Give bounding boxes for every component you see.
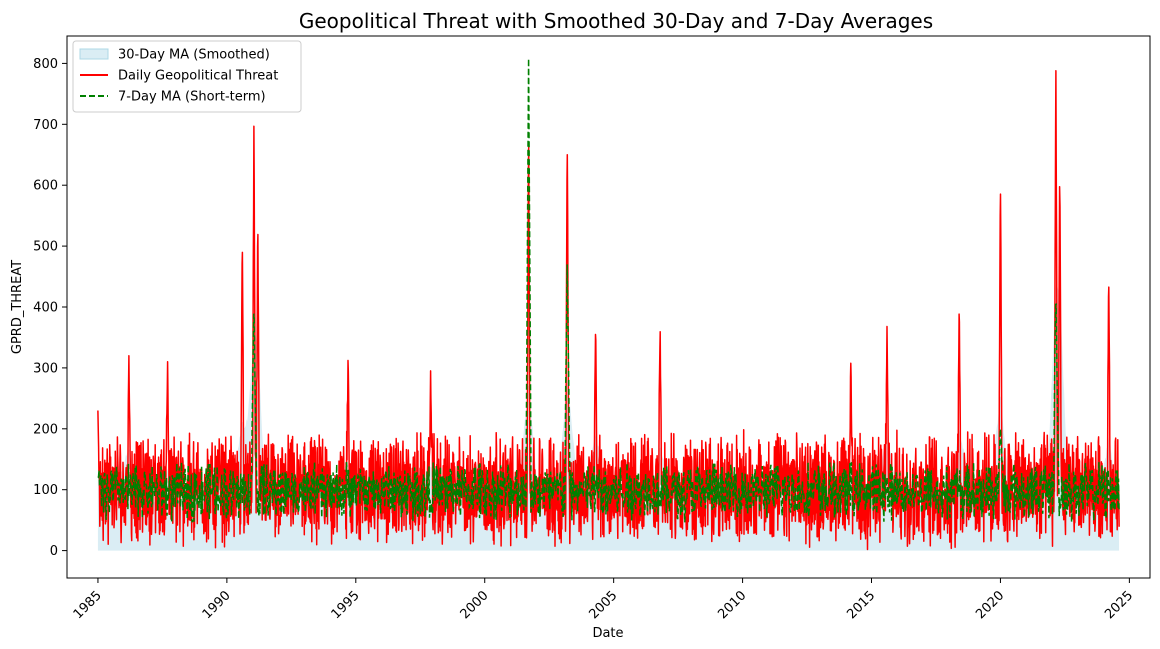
y-tick-label: 0 [50, 544, 58, 559]
legend-swatch-area [79, 48, 109, 60]
legend-box [72, 40, 302, 113]
y-tick-label: 600 [33, 179, 58, 194]
legend-label: 7-Day MA (Short-term) [118, 90, 266, 105]
y-tick-label: 100 [33, 483, 58, 498]
y-axis: 0 100 200 300 400 500 600 700 800 [33, 57, 67, 559]
y-tick-label: 800 [33, 57, 58, 72]
x-axis-label: Date [592, 626, 623, 641]
x-tick-label: 1995 [329, 588, 363, 622]
x-tick-label: 1985 [71, 588, 105, 622]
y-tick-label: 700 [33, 118, 58, 133]
x-tick-label: 2005 [586, 588, 620, 622]
x-tick-label: 2020 [973, 588, 1007, 622]
y-axis-label: GPRD_THREAT [10, 260, 25, 354]
y-tick-label: 200 [33, 422, 58, 437]
series-7day-ma-line [97, 58, 1120, 523]
x-tick-label: 2025 [1102, 588, 1136, 622]
legend-label: Daily Geopolitical Threat [118, 69, 278, 84]
y-tick-label: 400 [33, 301, 58, 316]
x-tick-label: 2000 [458, 588, 492, 622]
y-tick-label: 300 [33, 361, 58, 376]
legend: 30-Day MA (Smoothed) Daily Geopolitical T… [72, 40, 302, 113]
x-tick-label: 2015 [844, 588, 878, 622]
plot-area [66, 35, 1151, 579]
y-tick-label: 500 [33, 240, 58, 255]
legend-label: 30-Day MA (Smoothed) [118, 48, 270, 63]
x-tick-label: 1990 [200, 588, 234, 622]
chart-title: Geopolitical Threat with Smoothed 30-Day… [299, 9, 933, 33]
series-daily-threat-line [97, 70, 1120, 551]
x-axis: 1985 1990 1995 2000 2005 2010 2015 2020 2025 [71, 578, 1136, 622]
x-tick-label: 2010 [715, 588, 749, 622]
